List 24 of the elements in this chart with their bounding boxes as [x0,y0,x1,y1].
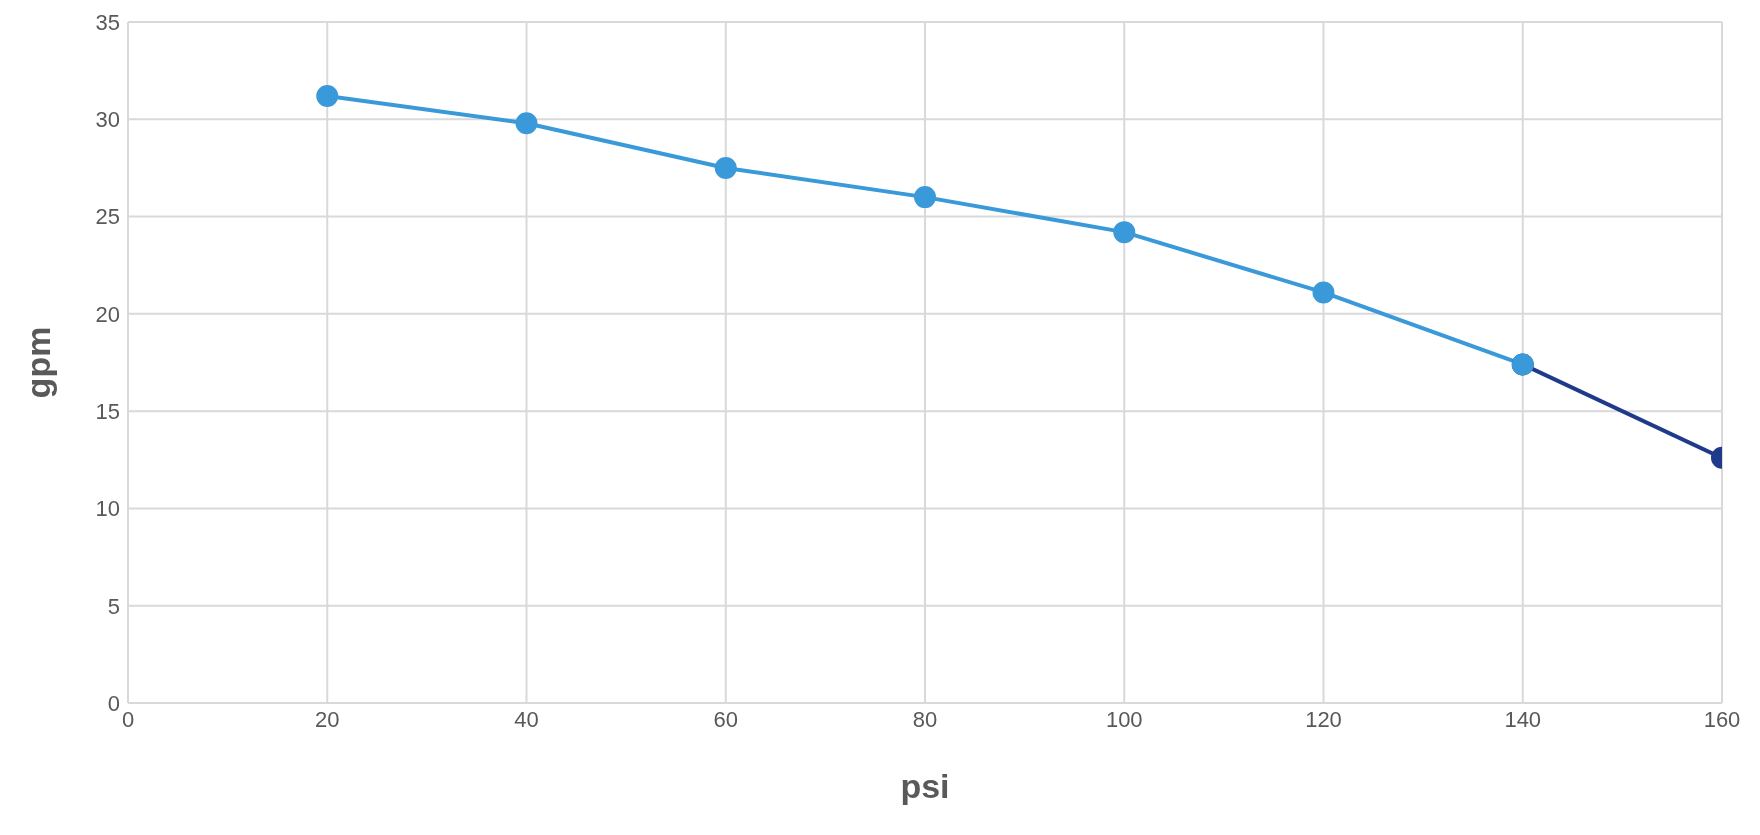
y-tick-label: 35 [95,9,120,35]
x-axis-title: psi [900,767,950,805]
point [1312,281,1335,304]
point [714,156,737,179]
x-tick-label: 140 [1504,706,1542,732]
y-tick-label: 25 [95,204,120,230]
x-tick-label: 100 [1105,706,1143,732]
y-axis-title: gpm [19,326,58,399]
y-tick-label: 0 [107,690,120,716]
y-tick-label: 20 [95,301,120,327]
x-tick-label: 120 [1305,706,1342,732]
x-tick-label: 80 [912,706,938,732]
y-tick-label: 5 [107,593,120,619]
point [316,84,339,107]
y-tick-label: 15 [95,398,120,424]
x-tick-label: 40 [514,706,539,732]
x-tick-label: 60 [713,706,738,732]
y-tick-label: 30 [95,107,120,133]
x-tick-label: 160 [1703,706,1741,732]
point [515,112,538,135]
point [914,186,936,209]
x-tick-label: 20 [315,706,340,732]
point [1113,221,1136,244]
y-tick-label: 10 [95,496,120,522]
